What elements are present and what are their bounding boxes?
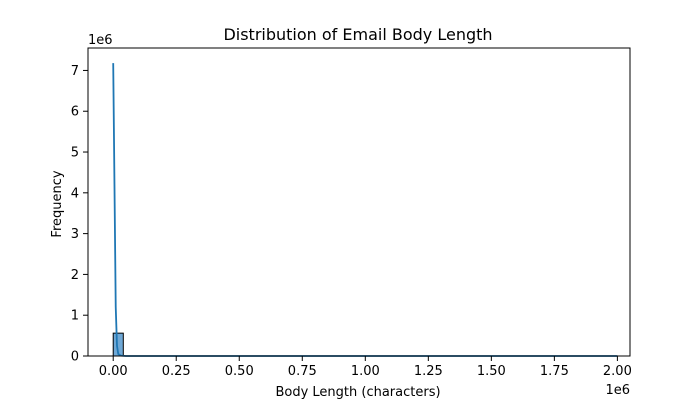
x-tick-label: 2.00 bbox=[603, 364, 632, 379]
y-tick-label: 6 bbox=[71, 105, 79, 120]
y-offset-label: 1e6 bbox=[88, 33, 113, 48]
y-tick-label: 1 bbox=[71, 309, 79, 324]
y-tick-label: 3 bbox=[71, 227, 79, 242]
y-axis: 0 1 2 3 4 5 6 7 bbox=[71, 64, 88, 365]
x-tick-label: 1.75 bbox=[540, 364, 569, 379]
x-axis: 0.00 0.25 0.50 0.75 1.00 1.25 1.50 1.75 2.00 bbox=[99, 356, 632, 379]
y-axis-label: Frequency bbox=[50, 170, 65, 237]
y-tick-label: 7 bbox=[71, 64, 79, 79]
x-tick-label: 0.50 bbox=[225, 364, 254, 379]
plot-area bbox=[112, 63, 618, 357]
x-tick-label: 0.75 bbox=[288, 364, 317, 379]
y-tick-label: 0 bbox=[71, 350, 79, 365]
plot-frame bbox=[87, 47, 631, 357]
kde-line bbox=[112, 63, 618, 357]
chart-title: Distribution of Email Body Length bbox=[223, 25, 492, 44]
x-tick-label: 1.00 bbox=[351, 364, 380, 379]
y-tick-label: 4 bbox=[71, 186, 79, 201]
x-offset-label: 1e6 bbox=[605, 383, 630, 398]
x-tick-label: 0.00 bbox=[99, 364, 128, 379]
y-tick-label: 5 bbox=[71, 146, 79, 161]
x-tick-label: 1.50 bbox=[477, 364, 506, 379]
x-tick-label: 1.25 bbox=[414, 364, 443, 379]
x-axis-label: Body Length (characters) bbox=[275, 385, 440, 400]
x-tick-label: 0.25 bbox=[162, 364, 191, 379]
y-tick-label: 2 bbox=[71, 268, 79, 283]
